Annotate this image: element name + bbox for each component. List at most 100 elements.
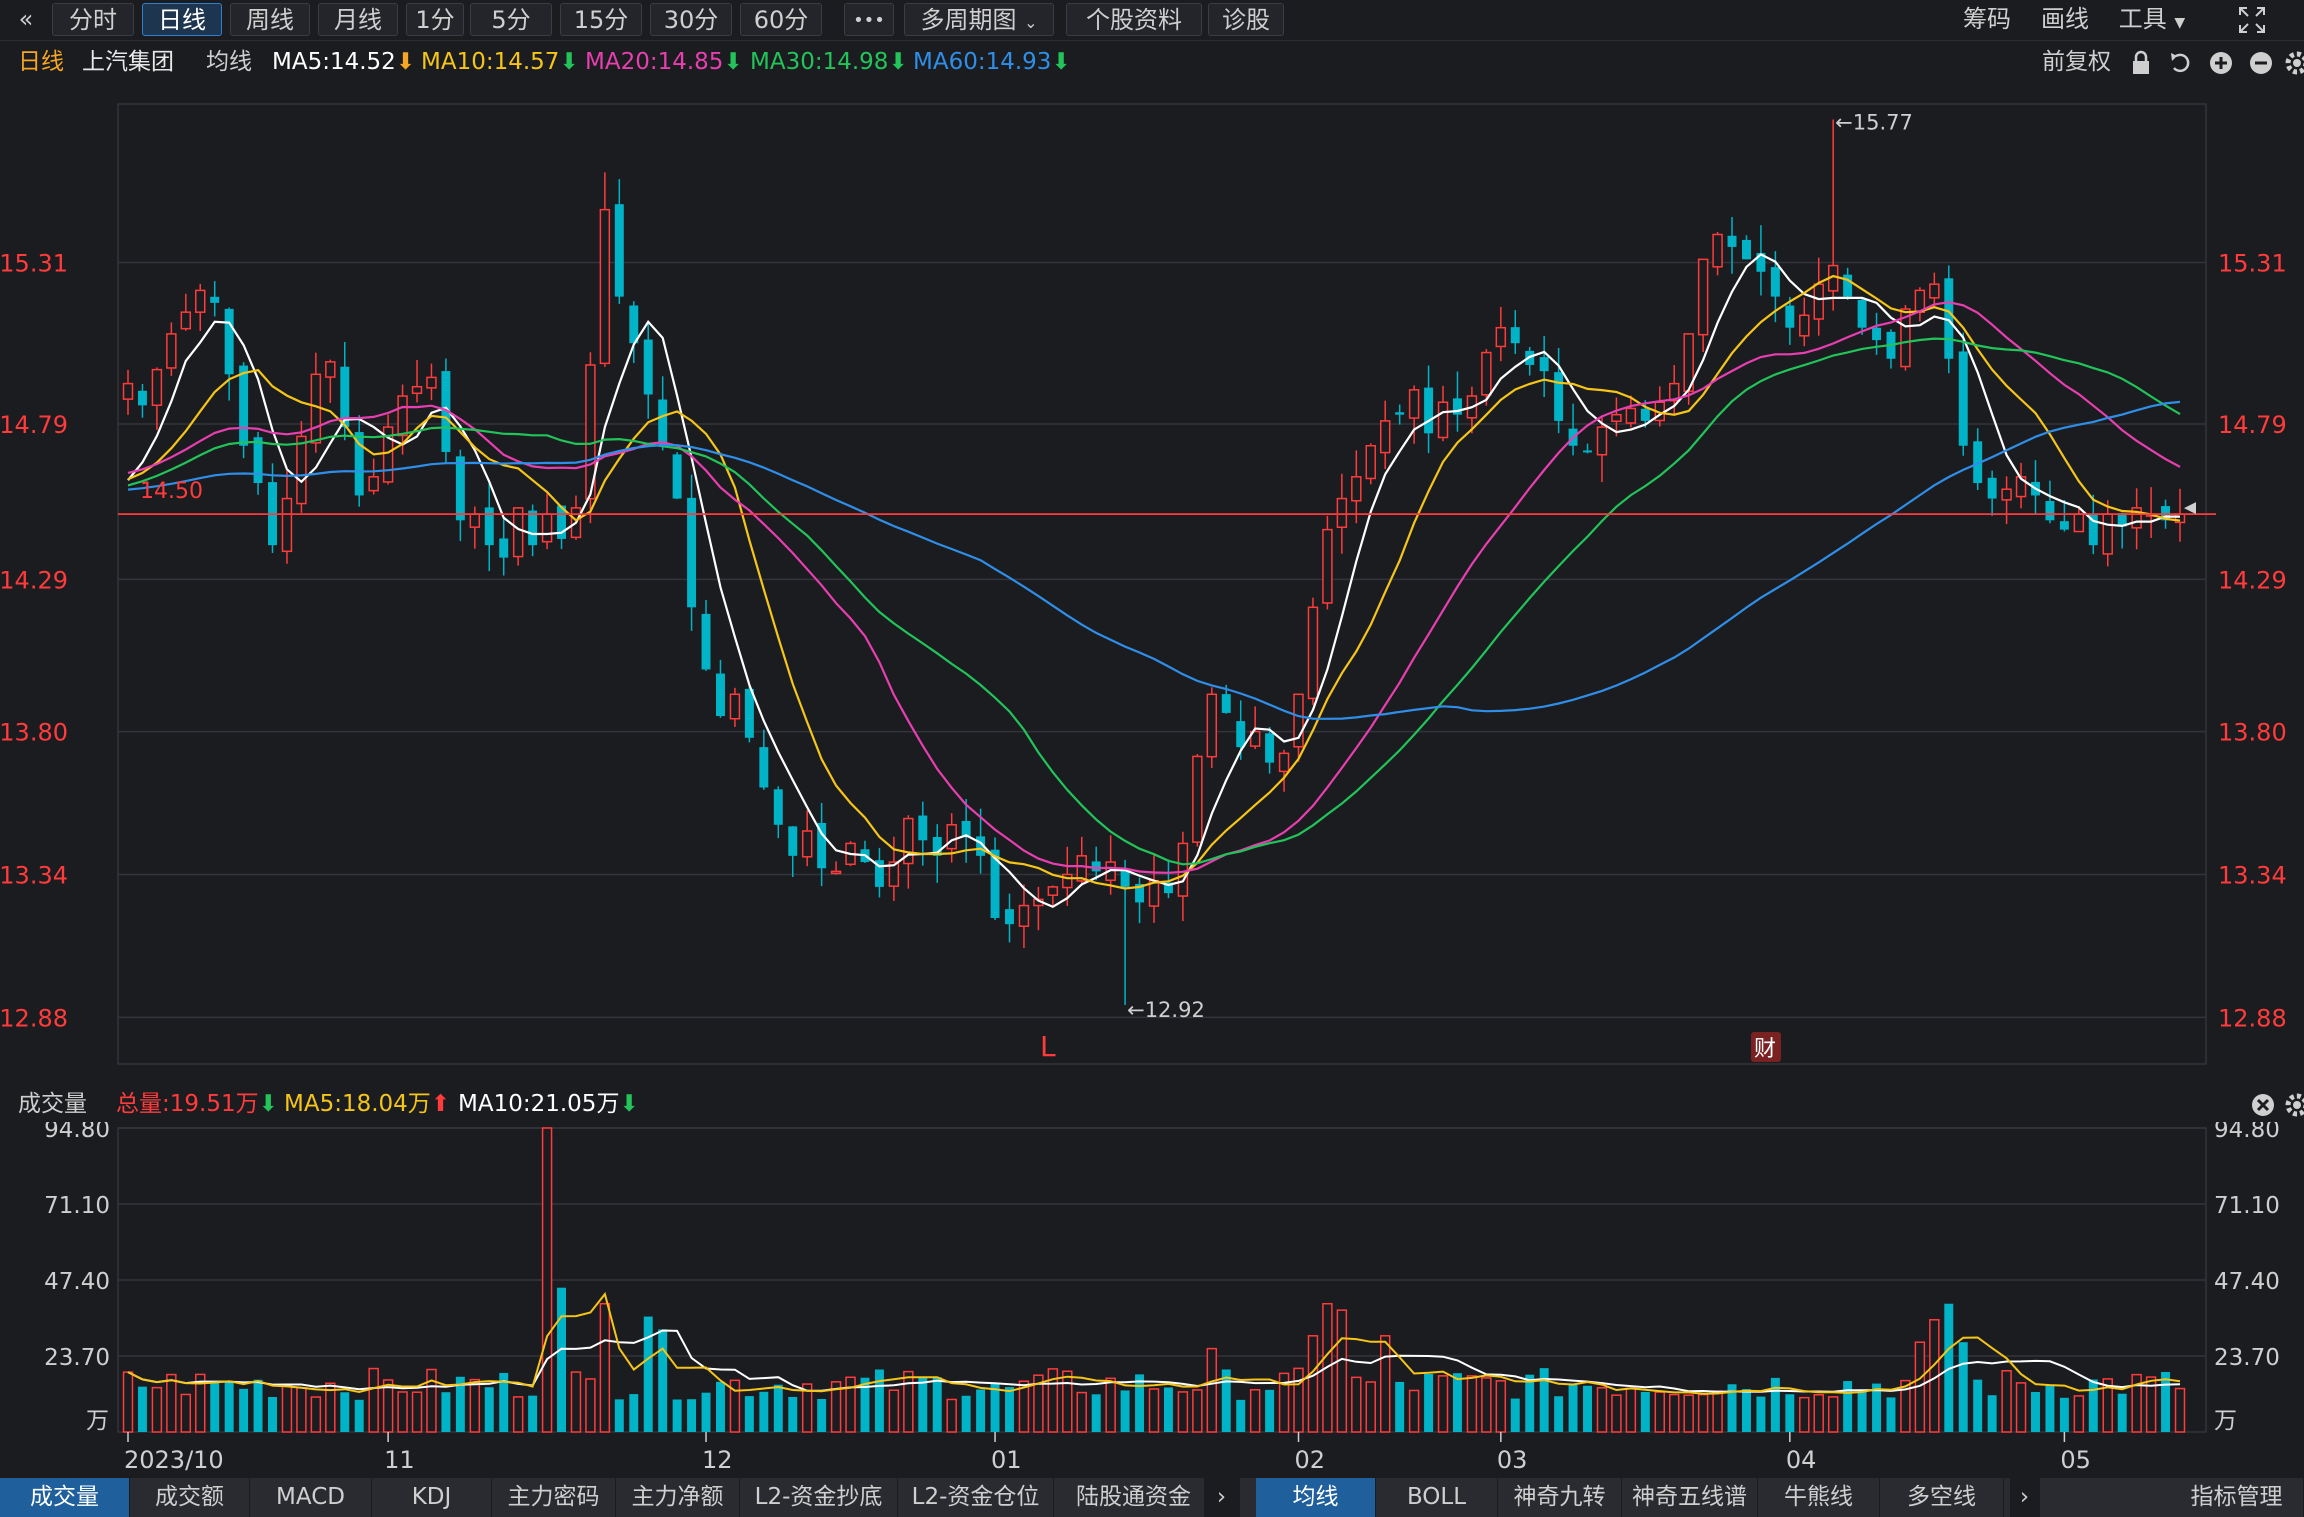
candle-body-up bbox=[1206, 693, 1218, 758]
candle-body-down bbox=[759, 747, 769, 788]
lock-icon[interactable] bbox=[2130, 42, 2152, 82]
volume-bar-up bbox=[946, 1398, 957, 1433]
price-tick-right: 14.29 bbox=[2218, 566, 2287, 594]
multi-period-dropdown[interactable]: 多周期图 ⌄ bbox=[904, 3, 1054, 36]
overlay-tab-4[interactable]: 牛熊线 bbox=[1758, 1478, 1880, 1517]
volume-bar-up bbox=[368, 1367, 379, 1433]
indicator-tab-0[interactable]: 成交量 bbox=[0, 1478, 130, 1517]
candle-body-down bbox=[1958, 351, 1968, 446]
period-tab-7[interactable]: 30分 bbox=[650, 3, 732, 36]
candle-body-up bbox=[1408, 389, 1420, 419]
overlay-tab-3[interactable]: 神奇五线谱 bbox=[1622, 1478, 1758, 1517]
ma-label[interactable]: 均线 bbox=[206, 49, 252, 75]
volume-bar-down bbox=[817, 1398, 827, 1432]
stock-name[interactable]: 上汽集团 bbox=[82, 49, 174, 75]
volume-bar-up bbox=[195, 1373, 206, 1433]
indicator-tab-7[interactable]: L2-资金仓位 bbox=[898, 1478, 1054, 1517]
candle-body-down bbox=[961, 820, 971, 838]
volume-bar-up bbox=[1307, 1335, 1319, 1433]
volume-frame bbox=[117, 1127, 2207, 1433]
overlay-tab-1[interactable]: BOLL bbox=[1376, 1478, 1498, 1517]
volume-bar-up bbox=[903, 1370, 914, 1433]
period-tab-2[interactable]: 周线 bbox=[230, 3, 310, 36]
candle-body-up bbox=[541, 513, 553, 543]
volume-bar-up bbox=[397, 1391, 408, 1433]
overlay-tab-5[interactable]: 多空线 bbox=[1880, 1478, 2004, 1517]
close-indicator-icon[interactable] bbox=[2250, 1086, 2276, 1122]
period-tab-1[interactable]: 日线 bbox=[142, 3, 222, 36]
indicator-tab-6[interactable]: L2-资金抄底 bbox=[740, 1478, 898, 1517]
overlay-tab-2[interactable]: 神奇九转 bbox=[1498, 1478, 1622, 1517]
indicator-infobar: 日线 上汽集团 均线 MA5:14.52⬇ MA10:14.57⬇ MA20:1… bbox=[0, 42, 2304, 82]
volume-bar-down bbox=[1857, 1389, 1867, 1432]
candle-body-up bbox=[1813, 283, 1824, 320]
candle-body-up bbox=[1495, 326, 1507, 348]
indicator-tab-2[interactable]: MACD bbox=[250, 1478, 372, 1517]
indicator-tab-8[interactable]: 陆股通资金 bbox=[1054, 1478, 1214, 1517]
volume-bar-up bbox=[1929, 1319, 1940, 1433]
tabs-scroll-right-icon-2[interactable]: › bbox=[2010, 1478, 2040, 1517]
candle-body-down bbox=[1886, 331, 1896, 359]
draw-line-button[interactable]: 画线 bbox=[2041, 5, 2089, 33]
arrow-down-icon: ⬇ bbox=[888, 49, 908, 75]
ma10-value: MA10:14.57⬇ bbox=[421, 49, 579, 75]
more-periods-button[interactable]: ••• bbox=[844, 3, 894, 36]
period-tab-8[interactable]: 60分 bbox=[740, 3, 822, 36]
volume-bar-up bbox=[2001, 1370, 2012, 1433]
indicator-tab-1[interactable]: 成交额 bbox=[130, 1478, 250, 1517]
volume-bar-up bbox=[1278, 1372, 1290, 1433]
period-tab-3[interactable]: 月线 bbox=[318, 3, 398, 36]
candle-body-down bbox=[354, 432, 364, 496]
ma20-value: MA20:14.85⬇ bbox=[585, 49, 743, 75]
candle-body-up bbox=[1351, 476, 1362, 502]
tabs-scroll-right-icon[interactable]: › bbox=[1204, 1478, 1240, 1517]
volume-bar-up bbox=[1148, 1388, 1160, 1433]
candle-body-up bbox=[2102, 513, 2113, 555]
candle-body-down bbox=[1843, 274, 1853, 297]
chips-button[interactable]: 筹码 bbox=[1963, 5, 2011, 33]
volume-bar-up bbox=[1668, 1393, 1680, 1433]
period-tab-6[interactable]: 15分 bbox=[560, 3, 642, 36]
diagnose-button[interactable]: 诊股 bbox=[1208, 3, 1284, 36]
volume-bar-down bbox=[1525, 1374, 1535, 1432]
tools-menu-button[interactable]: 工具 ▼ bbox=[2112, 3, 2192, 36]
candle-body-down bbox=[744, 688, 754, 738]
undo-icon[interactable] bbox=[2168, 42, 2194, 82]
candle-body-up bbox=[2001, 488, 2012, 501]
collapse-left-icon[interactable]: « bbox=[18, 5, 34, 33]
candle-body-down bbox=[528, 510, 538, 546]
candle-body-down bbox=[672, 454, 682, 499]
adjust-dropdown[interactable]: 前复权 bbox=[2042, 49, 2111, 75]
zoom-in-icon[interactable] bbox=[2208, 42, 2234, 82]
volume-bar-up bbox=[1799, 1396, 1810, 1433]
stock-info-button[interactable]: 个股资料 bbox=[1066, 3, 1202, 36]
volume-bar-up bbox=[830, 1381, 842, 1433]
volume-bar-up bbox=[166, 1373, 177, 1433]
candle-body-down bbox=[1510, 327, 1520, 344]
overlay-tab-0[interactable]: 均线 bbox=[1256, 1478, 1376, 1517]
volume-bar-down bbox=[1727, 1384, 1737, 1432]
candle-body-up bbox=[411, 385, 423, 395]
candle-body-down bbox=[2059, 521, 2069, 530]
candle-body-up bbox=[1799, 314, 1810, 337]
volume-bar-down bbox=[1135, 1374, 1145, 1432]
indicator-tab-4[interactable]: 主力密码 bbox=[492, 1478, 616, 1517]
zoom-out-icon[interactable] bbox=[2248, 42, 2274, 82]
volume-bar-down bbox=[715, 1381, 725, 1432]
indicator-tab-3[interactable]: KDJ bbox=[372, 1478, 492, 1517]
period-tab-5[interactable]: 5分 bbox=[470, 3, 552, 36]
volume-label[interactable]: 成交量 bbox=[18, 1091, 87, 1117]
date-label: 11 bbox=[384, 1446, 415, 1474]
gear-glyph bbox=[2285, 1093, 2304, 1116]
candle-body-down bbox=[455, 456, 465, 521]
fullscreen-icon[interactable] bbox=[2232, 3, 2272, 36]
indicator-tab-5[interactable]: 主力净额 bbox=[616, 1478, 740, 1517]
period-tab-4[interactable]: 1分 bbox=[406, 3, 464, 36]
indicator-manage-button[interactable]: 指标管理 bbox=[2170, 1478, 2304, 1517]
period-tab-0[interactable]: 分时 bbox=[52, 3, 134, 36]
settings-gear-icon[interactable] bbox=[2284, 42, 2304, 82]
volume-bar-down bbox=[701, 1392, 711, 1432]
volume-settings-gear-icon[interactable] bbox=[2284, 1086, 2304, 1122]
volume-bar-down bbox=[268, 1396, 277, 1432]
